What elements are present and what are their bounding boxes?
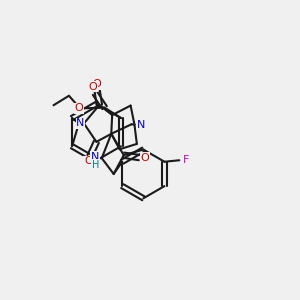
Text: N: N: [137, 120, 145, 130]
Text: N: N: [91, 152, 99, 162]
Text: N: N: [76, 118, 85, 128]
Text: O: O: [141, 153, 149, 163]
Text: O: O: [84, 156, 93, 167]
Text: O: O: [93, 79, 101, 89]
Text: O: O: [74, 103, 83, 113]
Text: O: O: [88, 82, 97, 92]
Text: F: F: [183, 155, 189, 165]
Text: H: H: [92, 160, 99, 170]
